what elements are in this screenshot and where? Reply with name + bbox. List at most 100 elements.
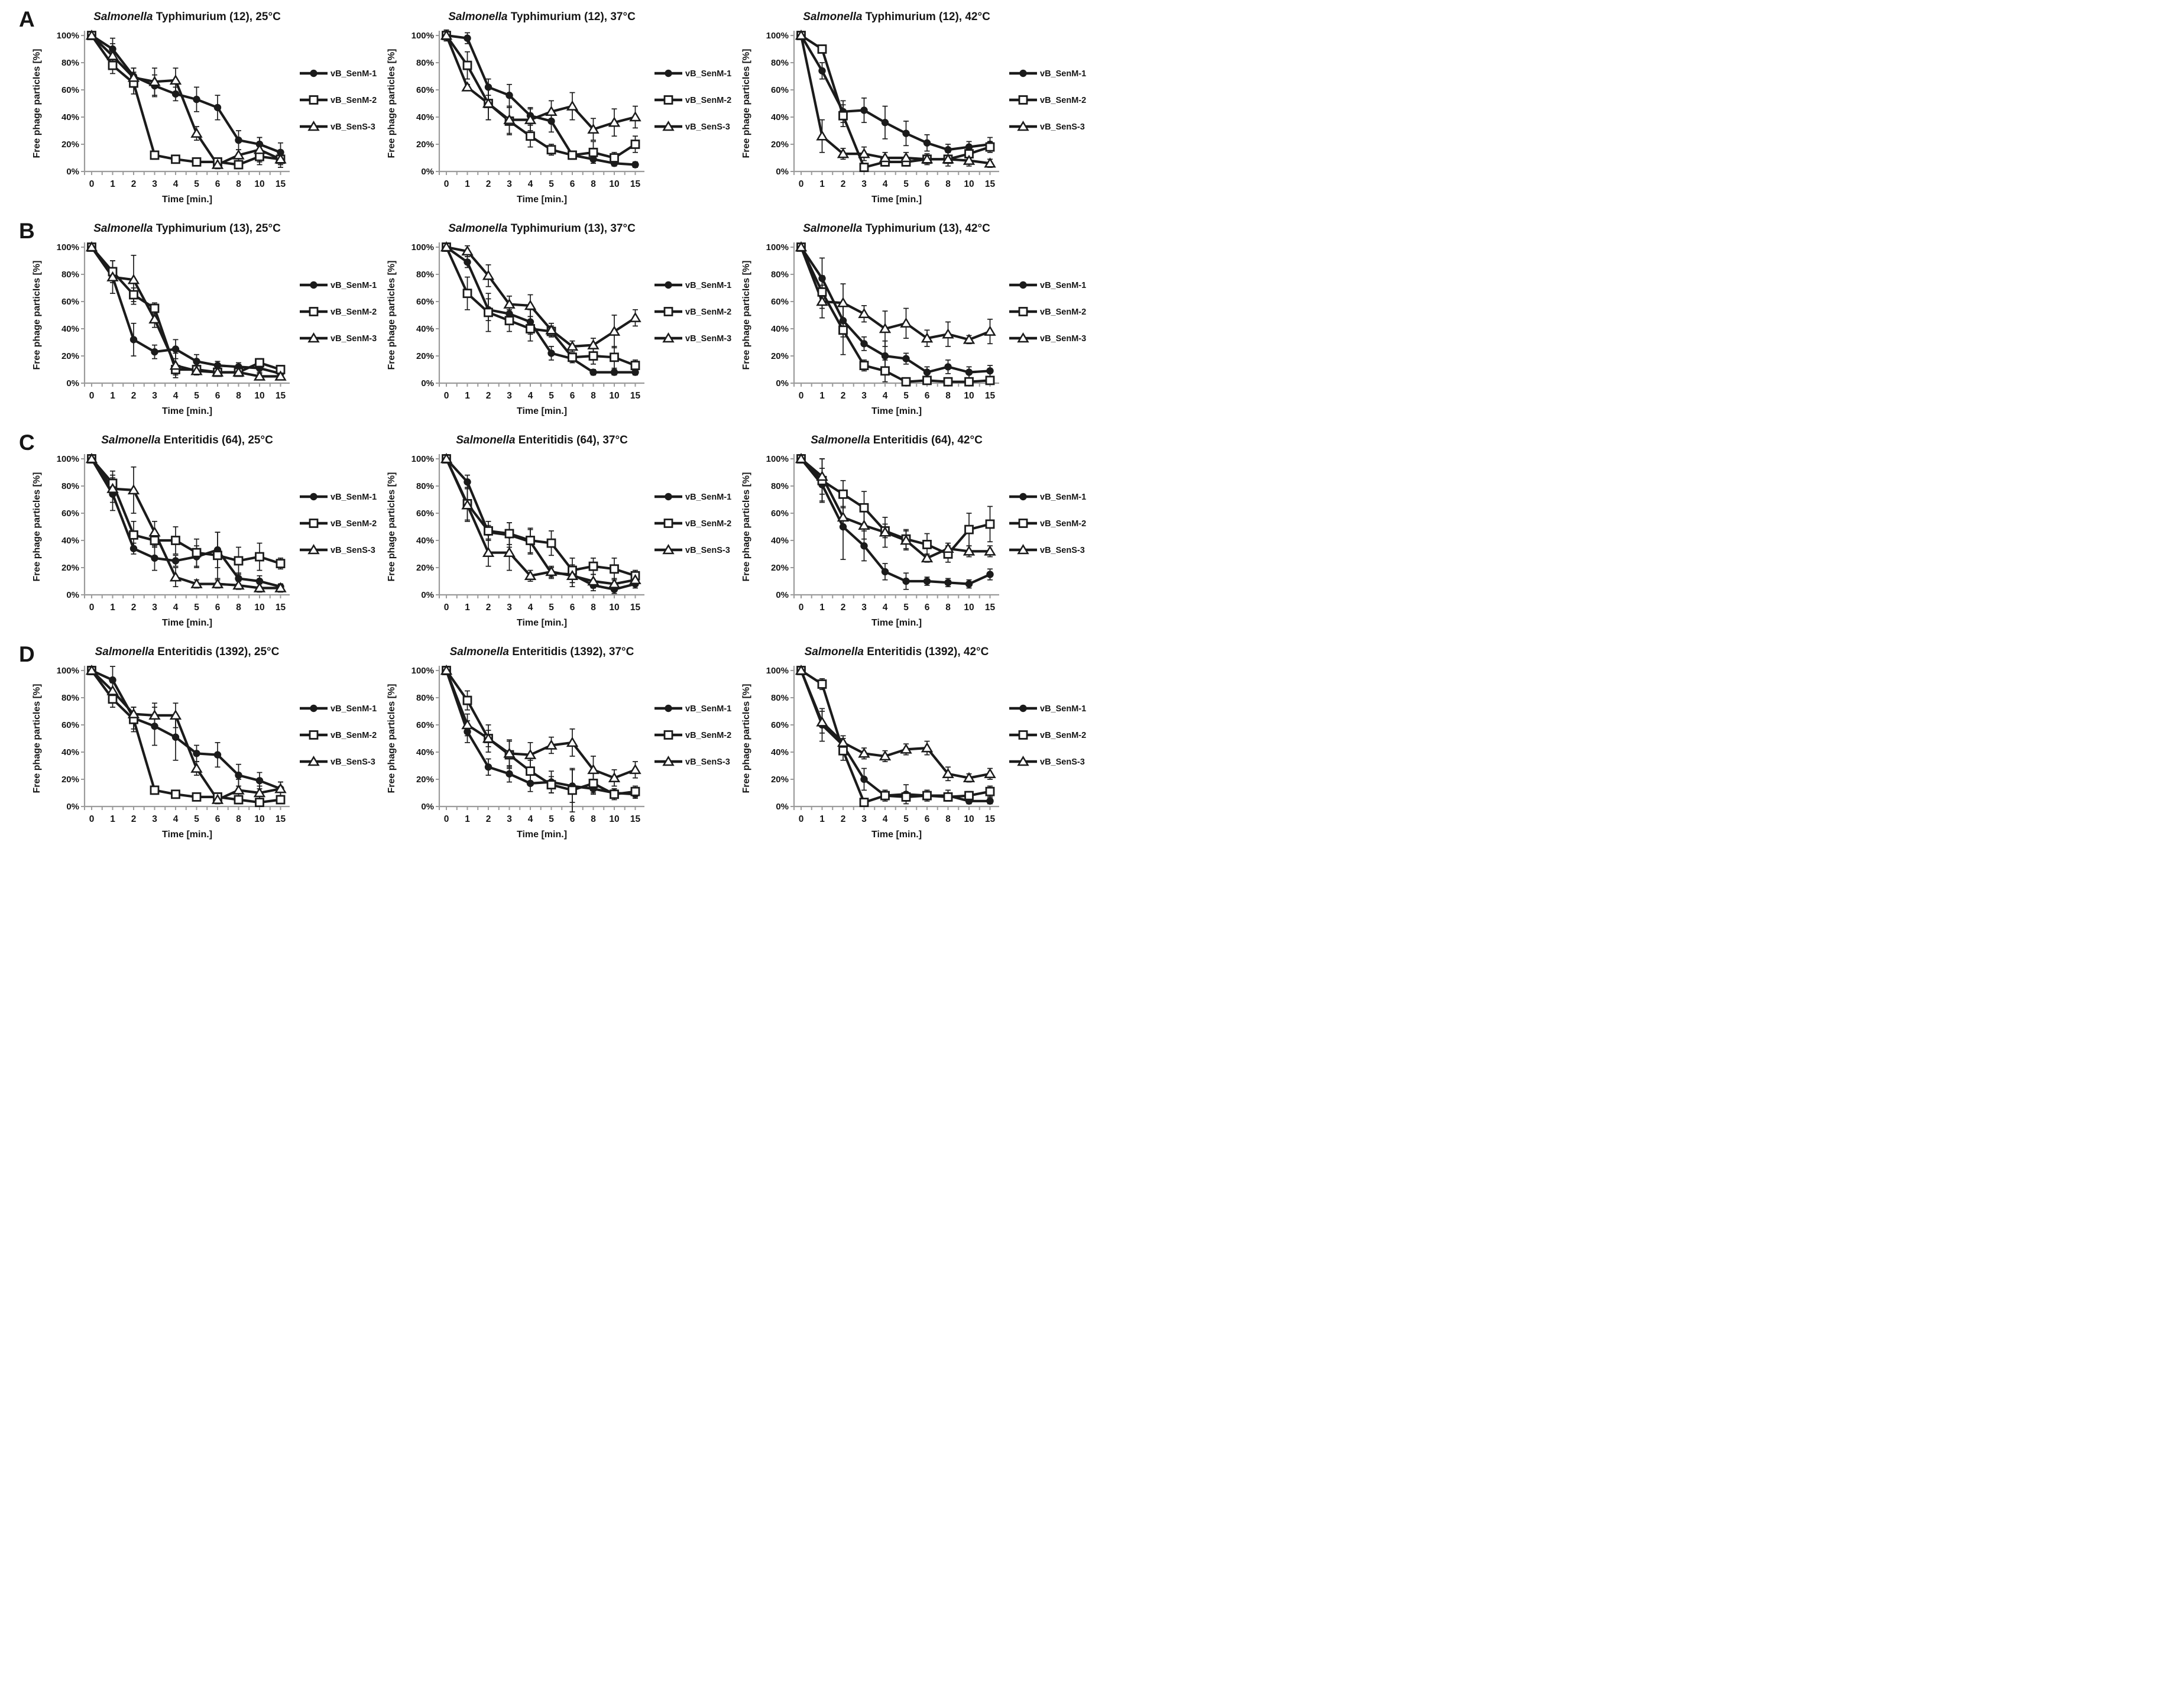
y-tick-label: 60% [61,297,79,307]
marker-open-square [546,538,556,548]
marker-open-square [276,795,286,805]
marker-filled-circle [1019,493,1027,501]
x-axis-label: Time [min.] [517,618,567,628]
series-markers-vB_SenM-2 [796,666,995,808]
x-tick-label: 15 [630,603,641,613]
plot-svg-d-42: Salmonella Enteritidis (1392), 42°C Free … [741,646,1086,840]
x-tick-label: 3 [152,603,157,613]
x-axis-label: Time [min.] [162,195,212,205]
series-markers-vB_SenM-3 [85,241,287,381]
marker-open-triangle [1017,756,1029,766]
marker-filled-circle [902,129,910,137]
x-tick-label: 4 [528,179,533,189]
marker-filled-circle [665,493,672,501]
chart-panel-a-37: Salmonella Typhimurium (12), 37°C Free ph… [383,4,737,212]
series-markers-vB_SenM-1 [88,31,284,156]
y-tick-label: 100% [411,666,434,676]
y-tick-label: 20% [416,351,434,361]
marker-filled-circle [109,676,116,684]
marker-open-triangle [608,578,621,588]
marker-open-triangle [858,148,870,158]
x-tick-label: 4 [173,179,179,189]
marker-filled-circle [631,368,639,376]
marker-open-triangle [879,526,892,537]
marker-open-square [192,792,202,802]
marker-open-triangle [900,743,912,754]
legend-label-vB_SenM-1: vB_SenM-1 [1040,493,1086,502]
y-tick-label: 80% [416,58,434,68]
plot-svg-d-37: Salmonella Enteritidis (1392), 37°C Free … [387,646,731,840]
y-tick-label: 40% [61,747,79,757]
x-tick-label: 4 [173,814,179,824]
legend-label-vB_SenM-2: vB_SenM-2 [1040,96,1086,105]
x-tick-label: 4 [528,391,533,401]
y-tick-label: 100% [766,666,789,676]
marker-open-triangle [608,325,621,336]
series-line-vB_SenM-3 [445,245,637,348]
plot-svg-a-25: Salmonella Typhimurium (12), 25°C Free ph… [32,11,377,205]
y-tick-label: 0% [66,802,79,812]
marker-open-triangle [795,241,808,252]
marker-open-square [150,150,160,160]
legend-label-vB_SenM-2: vB_SenM-2 [1040,307,1086,317]
row-label-c: C [19,430,35,455]
marker-open-square [526,131,535,141]
x-axis-label: Time [min.] [871,406,922,416]
marker-filled-circle [589,156,597,163]
marker-open-triangle [440,665,453,675]
y-tick-label: 40% [416,536,434,546]
x-tick-label: 10 [964,391,974,401]
marker-open-triangle [307,756,320,766]
error-bars-vB_SenM-2 [798,454,993,563]
y-axis-label: Free phage particles [%] [741,472,751,582]
marker-open-triangle [461,81,474,92]
series-line-vB_SenM-2 [799,245,991,383]
plot-svg-b-25: Salmonella Typhimurium (13), 25°C Free ph… [32,222,377,416]
x-tick-label: 1 [465,391,470,401]
y-tick-label: 20% [61,140,79,150]
marker-open-triangle [837,297,850,307]
marker-filled-circle [839,317,847,325]
x-tick-label: 3 [507,603,512,613]
y-tick-label: 100% [411,242,434,252]
x-tick-label: 6 [215,391,221,401]
legend-label-vB_SenM-3: vB_SenM-3 [685,334,731,344]
y-axis-label: Free phage particles [%] [387,684,397,793]
series-line-vB_SenS-3 [799,457,991,559]
x-axis-label: Time [min.] [871,618,922,628]
legend: vB_SenM-1 vB_SenM-2 vB_SenS-3 [300,704,377,767]
marker-open-square [255,358,264,368]
y-tick-label: 80% [771,481,789,491]
marker-open-triangle [900,535,912,545]
marker-open-triangle [1017,332,1029,343]
y-tick-label: 0% [66,378,79,388]
y-tick-label: 80% [61,58,79,68]
series-markers-vB_SenM-2 [87,454,286,569]
marker-open-square [964,791,974,801]
legend-label-vB_SenS-3: vB_SenS-3 [685,546,730,555]
marker-open-triangle [963,333,976,344]
marker-open-triangle [190,365,203,375]
marker-open-triangle [545,565,558,576]
marker-filled-circle [151,348,158,356]
x-tick-label: 3 [861,179,867,189]
x-tick-label: 15 [276,603,286,613]
series-line-vB_SenS-3 [90,669,282,801]
chart-title: Salmonella Enteritidis (64), 25°C [101,434,273,446]
error-bars-vB_SenS-3 [89,32,283,170]
y-axis-label: Free phage particles [%] [741,261,751,370]
marker-filled-circle [213,103,222,112]
y-axis-label: Free phage particles [%] [387,49,397,158]
legend-label-vB_SenM-1: vB_SenM-1 [685,493,731,502]
marker-open-square [901,792,911,802]
y-tick-label: 40% [61,536,79,546]
error-bars-vB_SenM-2 [798,667,993,807]
x-tick-label: 6 [925,179,930,189]
y-tick-label: 100% [57,31,79,41]
marker-open-square [462,695,472,705]
x-tick-label: 3 [507,814,512,824]
error-bars-vB_SenM-2 [798,32,993,172]
error-bars-vB_SenM-1 [89,666,283,796]
series-markers-vB_SenM-1 [797,455,994,588]
x-axis-label: Time [min.] [517,406,567,416]
